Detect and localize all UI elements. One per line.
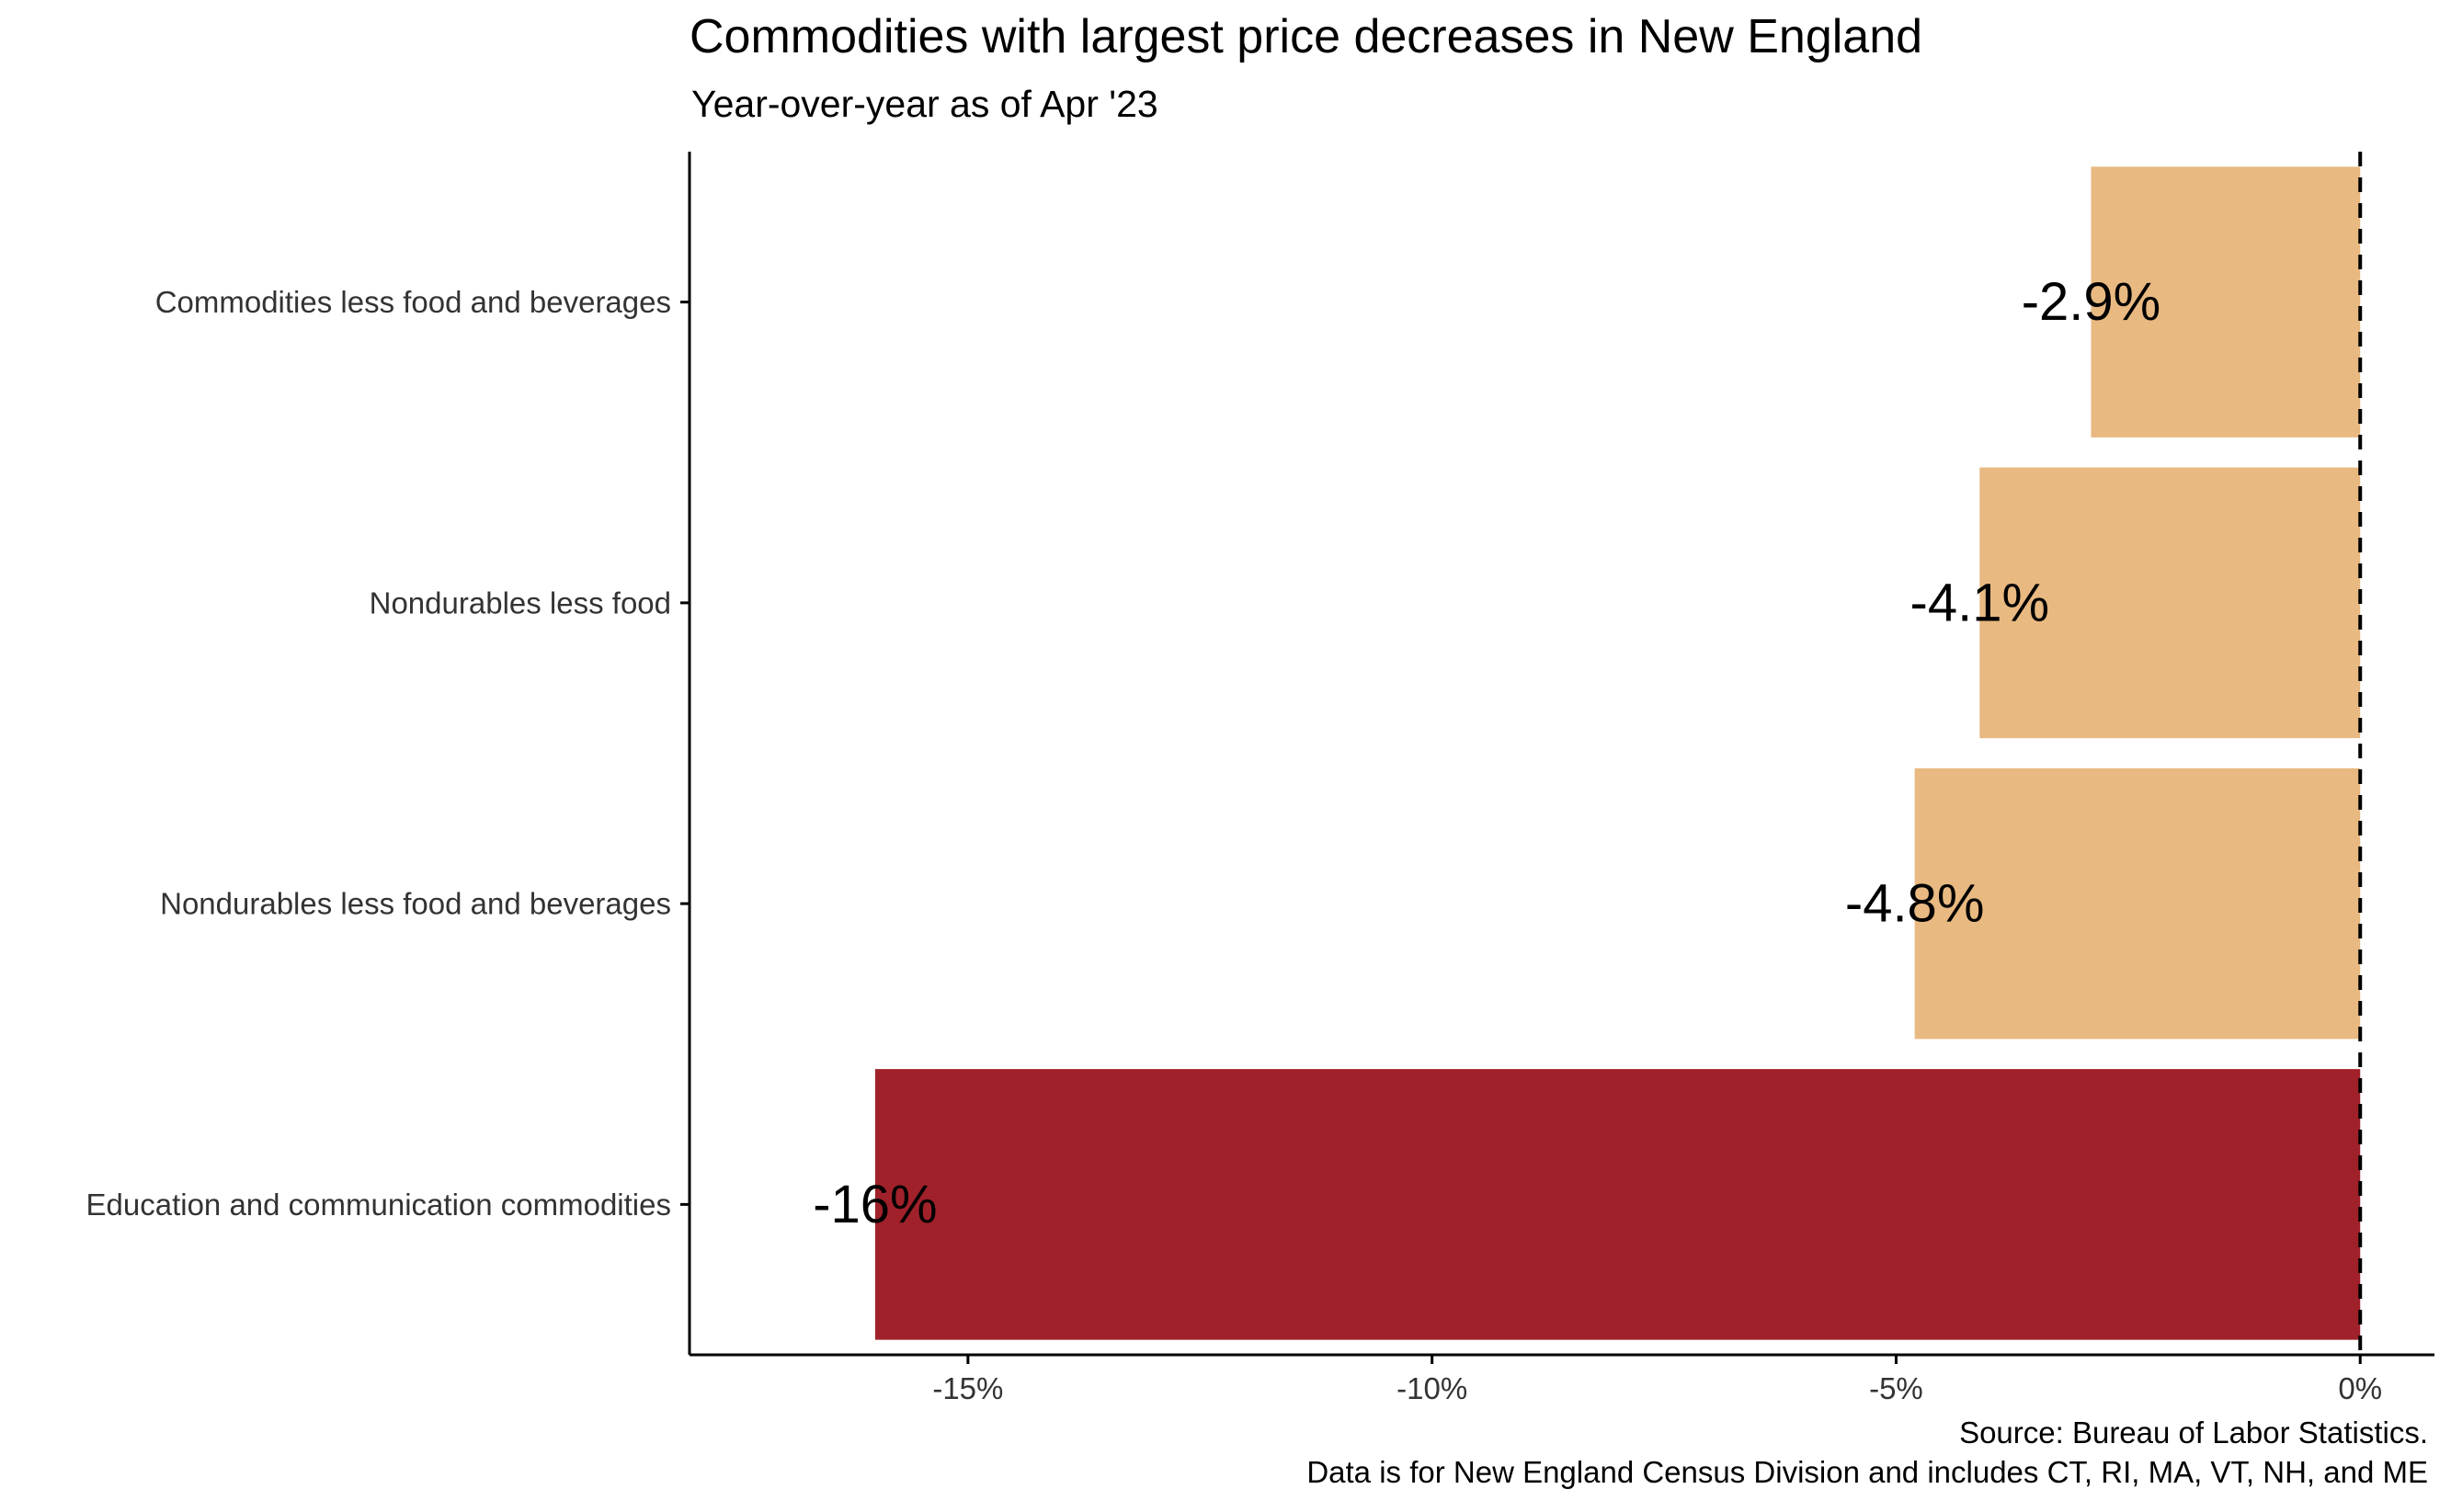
y-tick-label-4: Education and communication commodities (86, 1188, 672, 1222)
x-tick-label-4: 0% (2338, 1371, 2382, 1405)
caption-note: Data is for New England Census Division … (1306, 1455, 2428, 1489)
chart-subtitle: Year-over-year as of Apr '23 (691, 83, 1158, 125)
data-label-3: -4.8% (1845, 874, 1985, 934)
bar-1 (2091, 166, 2361, 438)
y-tick-label-1: Commodities less food and beverages (155, 285, 671, 319)
x-tick-label-2: -10% (1396, 1371, 1467, 1405)
caption-source: Source: Bureau of Labor Statistics. (1959, 1415, 2428, 1449)
bar-4 (874, 1069, 2361, 1340)
y-tick-label-2: Nondurables less food (370, 585, 671, 620)
x-tick-label-3: -5% (1869, 1371, 1923, 1405)
data-label-1: -2.9% (2022, 272, 2161, 332)
bar-3 (1914, 767, 2361, 1040)
data-label-4: -16% (813, 1175, 937, 1234)
data-label-2: -4.1% (1910, 573, 2050, 632)
chart-title: Commodities with largest price decreases… (690, 10, 1923, 63)
bar-2 (1979, 467, 2361, 739)
x-tick-label-1: -15% (932, 1371, 1003, 1405)
y-tick-label-3: Nondurables less food and beverages (160, 887, 671, 921)
